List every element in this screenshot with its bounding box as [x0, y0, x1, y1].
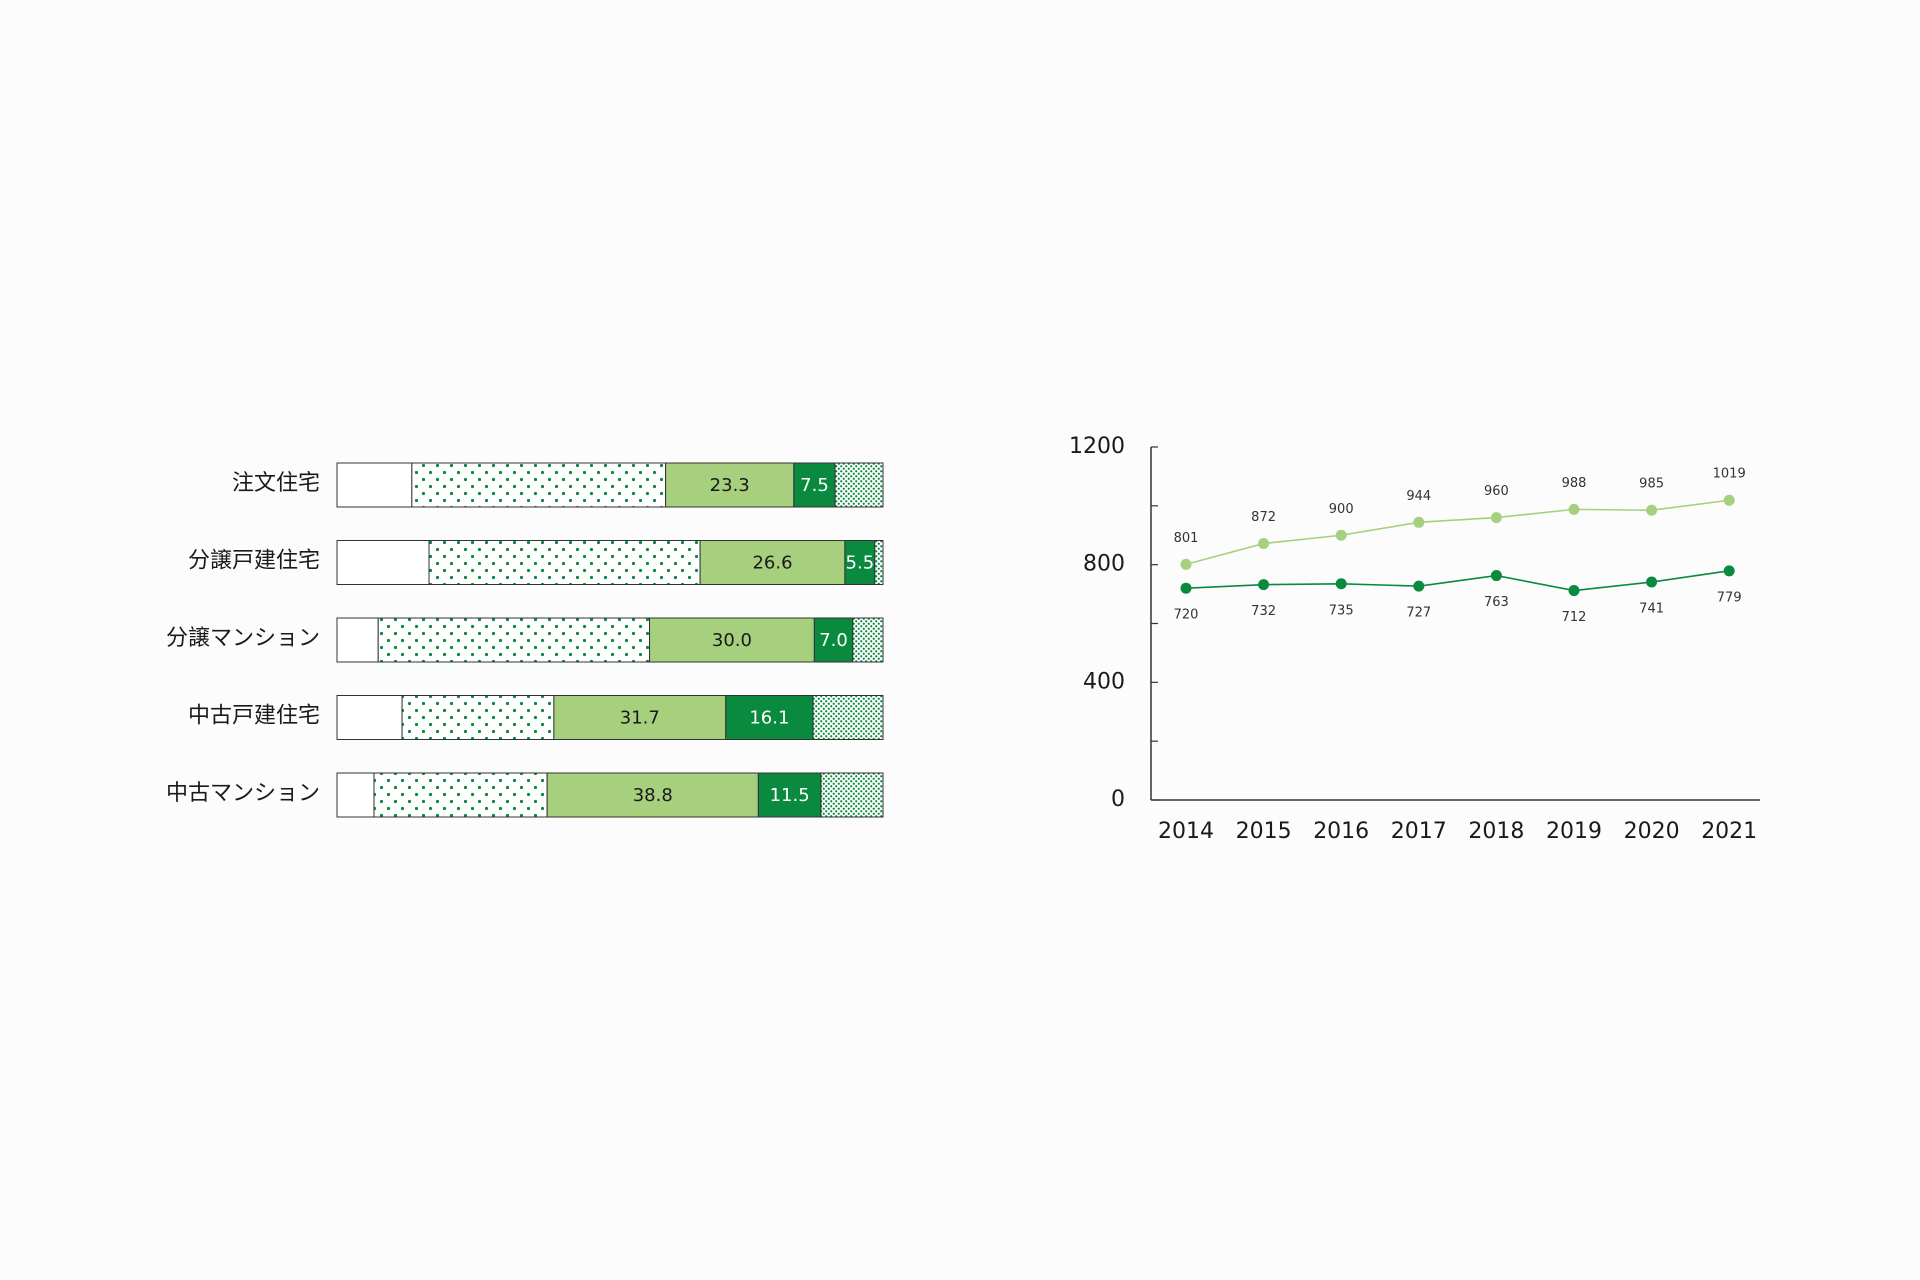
data-label-dark: 727: [1406, 606, 1431, 621]
bar-segment-dark-green: [725, 695, 814, 740]
data-point-light: [1413, 516, 1425, 528]
series-line-dark: [1185, 570, 1730, 592]
category-label: 中古戸建住宅: [188, 704, 320, 729]
bar-value-label: 7.5: [800, 475, 829, 496]
data-point-light: [1258, 537, 1270, 549]
bar-segment-dotted-sparse: [401, 695, 555, 740]
data-point-light: [1568, 503, 1580, 515]
bar-value-label: 23.3: [710, 475, 750, 496]
bar-segment-light-green: [649, 617, 815, 663]
data-point-dark: [1258, 579, 1270, 591]
bar-segment-light-green: [699, 540, 846, 585]
bar-value-label: 38.8: [633, 785, 673, 806]
stacked-bar-chart: 注文住宅 23.3 7.5 分譲戸建住宅 26.6 5.5 分譲マンション 30.0 7.0 中古…: [166, 462, 884, 818]
bar-segment-dotted-dense: [852, 617, 884, 663]
data-point-dark: [1723, 565, 1735, 577]
x-tick-label: 2021: [1701, 819, 1757, 844]
bar-value-label: 7.0: [819, 630, 848, 651]
data-label-dark: 735: [1329, 603, 1354, 618]
category-label: 分譲戸建住宅: [188, 549, 320, 574]
data-point-dark: [1490, 570, 1502, 582]
data-point-light: [1490, 512, 1502, 524]
y-tick-label: 400: [1083, 669, 1125, 694]
bar-segment-white: [336, 617, 379, 663]
x-tick-label: 2014: [1158, 819, 1214, 844]
bar-segment-dotted-dense: [874, 540, 884, 585]
bar-value-label: 11.5: [770, 785, 810, 806]
data-label-dark: 720: [1174, 608, 1199, 623]
bar-segment-light-green: [546, 772, 759, 818]
bar-segment-dotted-sparse: [377, 617, 651, 663]
bar-segment-dotted-sparse: [373, 772, 548, 818]
bar-segment-white: [336, 772, 375, 818]
x-tick-label: 2016: [1313, 819, 1369, 844]
data-point-light: [1335, 529, 1347, 541]
data-point-dark: [1568, 585, 1580, 597]
y-tick-label: 800: [1083, 552, 1125, 577]
line-chart: 0 400 800 1200 2014 2015 2016 2017 2018 2019 2020 2…: [1069, 434, 1760, 844]
data-point-dark: [1413, 580, 1425, 592]
series-line-light: [1185, 499, 1730, 566]
data-label-light: 872: [1251, 510, 1276, 525]
bar-value-label: 5.5: [846, 553, 875, 574]
bar-segment-white: [336, 462, 413, 508]
bar-segment-white: [336, 540, 430, 585]
data-label-dark: 712: [1562, 610, 1587, 625]
data-point-light: [1646, 504, 1658, 516]
y-tick-label: 0: [1111, 787, 1125, 812]
bar-segment-light-green: [665, 462, 795, 508]
data-label-dark: 741: [1639, 602, 1664, 617]
y-tick-label: 1200: [1069, 434, 1125, 459]
data-label-light: 985: [1639, 477, 1664, 492]
bar-value-label: 31.7: [620, 708, 660, 729]
data-point-dark: [1646, 576, 1658, 588]
bar-segment-dotted-dense: [834, 462, 884, 508]
data-label-light: 960: [1484, 484, 1509, 499]
data-point-dark: [1335, 578, 1347, 590]
data-label-light: 944: [1406, 489, 1431, 504]
bar-segment-dotted-sparse: [428, 540, 701, 585]
bar-segment-dark-green: [757, 772, 822, 818]
data-label-light: 900: [1329, 502, 1354, 517]
data-point-dark: [1180, 582, 1192, 594]
bar-segment-white: [336, 695, 403, 740]
x-tick-label: 2015: [1236, 819, 1292, 844]
data-label-light: 1019: [1713, 467, 1746, 482]
bar-value-label: 26.6: [752, 553, 792, 574]
bar-segment-dotted-dense: [820, 772, 884, 818]
category-label: 中古マンション: [166, 781, 320, 806]
category-label: 分譲マンション: [166, 626, 320, 651]
x-tick-label: 2019: [1546, 819, 1602, 844]
bar-value-label: 16.1: [749, 708, 789, 729]
bar-segment-dark-green: [793, 462, 836, 508]
data-label-dark: 732: [1251, 604, 1276, 619]
x-tick-label: 2018: [1468, 819, 1524, 844]
category-label: 注文住宅: [232, 471, 320, 496]
data-point-light: [1723, 494, 1735, 506]
bar-value-label: 30.0: [712, 630, 752, 651]
data-label-light: 988: [1562, 476, 1587, 491]
x-tick-label: 2020: [1624, 819, 1680, 844]
data-label-light: 801: [1174, 531, 1199, 546]
bar-segment-dark-green: [813, 617, 854, 663]
bar-segment-dotted-dense: [812, 695, 884, 740]
bar-segment-light-green: [553, 695, 727, 740]
data-label-dark: 779: [1717, 590, 1742, 605]
x-tick-label: 2017: [1391, 819, 1447, 844]
data-point-light: [1180, 558, 1192, 570]
data-label-dark: 763: [1484, 595, 1509, 610]
bar-segment-dotted-sparse: [411, 462, 667, 508]
